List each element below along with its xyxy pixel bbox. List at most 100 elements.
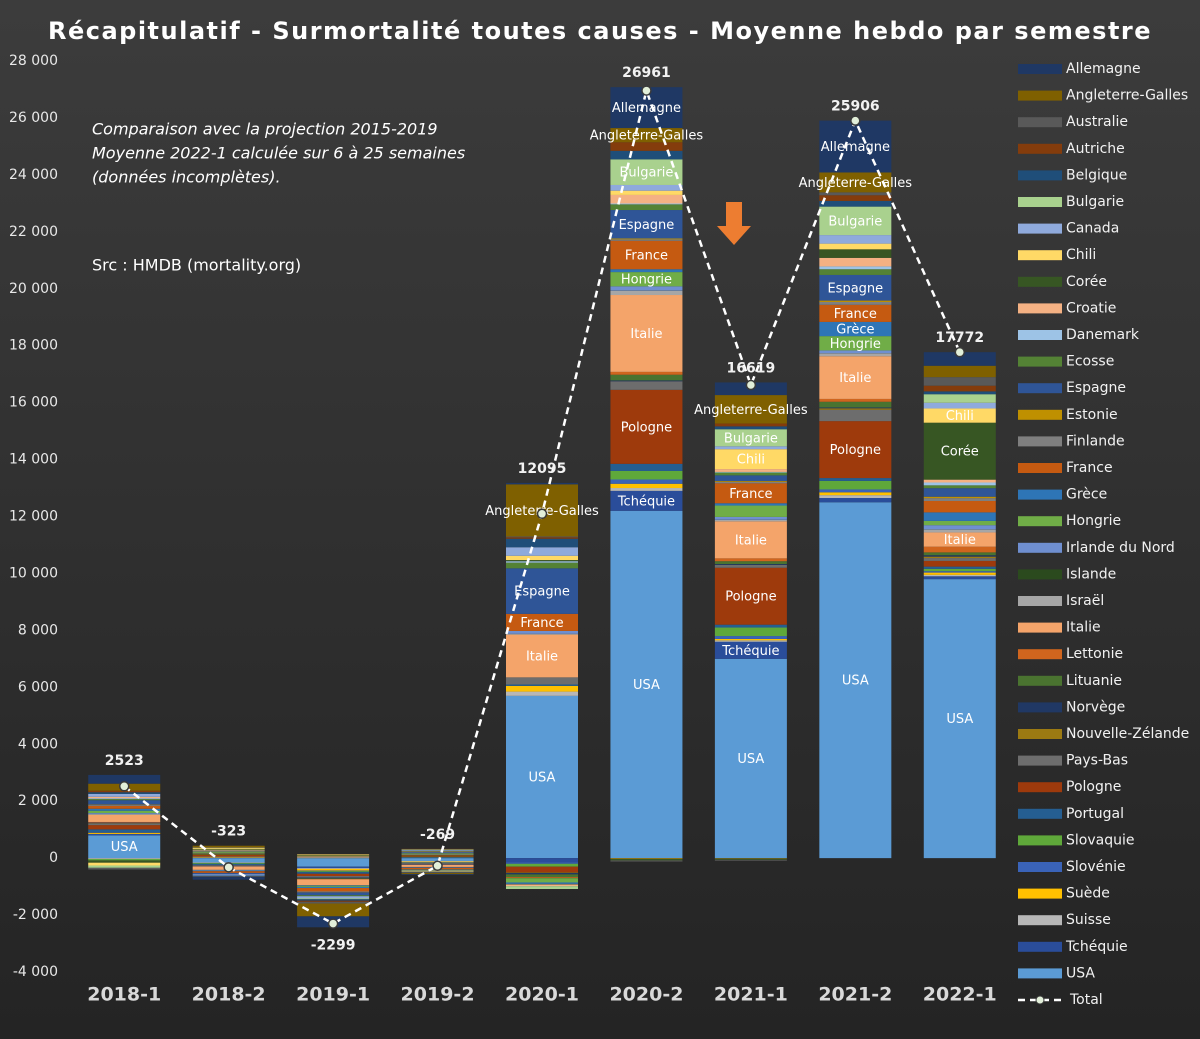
total-label: -269 xyxy=(420,827,455,843)
bar-segment xyxy=(610,286,683,291)
bar-segment xyxy=(610,860,683,862)
bar-segment xyxy=(192,874,265,876)
bar-segment xyxy=(297,877,370,879)
bar-segment xyxy=(401,849,474,851)
bar-segment xyxy=(88,867,161,870)
bar-segment xyxy=(401,849,474,850)
bar-segment xyxy=(192,848,265,850)
bar-segment xyxy=(88,793,161,797)
segment-label: USA xyxy=(633,678,660,693)
bar-segment xyxy=(506,568,578,614)
bar-segment xyxy=(192,875,265,877)
total-label: 26961 xyxy=(622,65,671,81)
bar-segment xyxy=(923,552,996,556)
bar-segment xyxy=(297,871,370,873)
bar-segment xyxy=(401,850,474,852)
bar-segment xyxy=(88,860,161,863)
bar-segment xyxy=(192,876,265,878)
bar-segment xyxy=(610,159,683,185)
legend-label: Suède xyxy=(1066,886,1110,902)
bar-segment xyxy=(714,472,787,476)
legend-swatch xyxy=(1018,675,1062,686)
segment-label: Bulgarie xyxy=(724,431,778,446)
bar-segment xyxy=(923,546,996,553)
legend-swatch xyxy=(1018,835,1062,846)
bar-segment xyxy=(297,885,370,887)
bar-segment xyxy=(714,627,787,637)
x-tick-label: 2020-1 xyxy=(505,984,579,1006)
bar-segment xyxy=(714,641,787,659)
bar-segment xyxy=(297,901,370,904)
bar-segment xyxy=(506,874,578,878)
bar-segment xyxy=(88,865,161,868)
legend-label: Slovénie xyxy=(1066,859,1126,875)
segment-label: Espagne xyxy=(827,281,883,296)
bar-segment xyxy=(923,556,996,559)
x-tick-label: 2019-2 xyxy=(401,984,475,1006)
total-point xyxy=(850,115,861,126)
total-point xyxy=(327,918,339,929)
total-point xyxy=(536,508,548,520)
y-tick-label: 0 xyxy=(49,850,58,866)
legend-swatch xyxy=(1018,808,1062,819)
bar-segment xyxy=(714,483,787,504)
bar-segment xyxy=(506,877,578,879)
bar-segment xyxy=(610,190,683,195)
legend-label: Angleterre-Galles xyxy=(1066,88,1188,104)
legend-swatch xyxy=(1018,542,1062,553)
annotation: (données incomplètes). xyxy=(92,168,281,187)
bar-segment xyxy=(297,868,370,871)
bar-segment xyxy=(610,269,683,273)
legend-label: Total xyxy=(1069,992,1103,1008)
total-point xyxy=(745,379,757,391)
bar-segment xyxy=(819,257,892,267)
bar-segment xyxy=(88,823,161,826)
legend-swatch xyxy=(1018,622,1062,633)
bar-segment xyxy=(923,408,996,423)
annotation: Comparaison avec la projection 2015-2019 xyxy=(92,120,438,139)
y-tick-label: 28 000 xyxy=(9,53,58,69)
bar-segment xyxy=(401,872,474,874)
legend-label: Grèce xyxy=(1066,487,1107,503)
bar-segment xyxy=(923,394,996,403)
legend-swatch xyxy=(1018,596,1062,606)
bar-segment xyxy=(506,695,578,859)
legend-swatch xyxy=(1018,223,1062,234)
segment-label: Pologne xyxy=(621,420,672,435)
bar-segment xyxy=(714,567,787,625)
legend-label: Danemark xyxy=(1066,327,1140,343)
bar-segment xyxy=(88,804,161,806)
bar-segment xyxy=(506,613,578,631)
segment-label: Tchéquie xyxy=(721,644,779,659)
bar-segment xyxy=(923,488,996,497)
bar-segment xyxy=(819,300,892,302)
bar-segment xyxy=(819,401,892,408)
legend-label: Islande xyxy=(1066,566,1116,582)
legend-label: Estonie xyxy=(1066,407,1118,423)
chart-title: Récapitulatif - Surmortalité toutes caus… xyxy=(48,17,1152,45)
bar-segment xyxy=(88,832,161,834)
legend-label: Israël xyxy=(1066,593,1104,609)
bar-segment xyxy=(610,203,683,205)
bar-segment xyxy=(923,525,996,530)
bar-segment xyxy=(297,896,370,897)
bar-segment xyxy=(88,810,161,814)
bar-segment xyxy=(819,235,892,244)
bar-segment xyxy=(610,490,683,511)
bar-segment xyxy=(297,895,370,897)
total-label: -323 xyxy=(211,824,246,840)
bar-segment xyxy=(610,240,683,270)
legend-swatch xyxy=(1018,436,1062,447)
bar-segment xyxy=(714,449,787,470)
bar-segment xyxy=(88,825,161,830)
bar-segment xyxy=(610,210,683,239)
legend-label: Irlande du Nord xyxy=(1066,540,1175,556)
bar-segment xyxy=(88,858,161,859)
legend-label: Croatie xyxy=(1066,300,1116,316)
bar-segment xyxy=(819,502,892,859)
bar-segment xyxy=(923,377,996,386)
legend-label: Lituanie xyxy=(1066,673,1122,689)
x-tick-label: 2019-1 xyxy=(296,984,370,1006)
bar-segment xyxy=(297,868,370,869)
bar-segment xyxy=(923,365,996,378)
